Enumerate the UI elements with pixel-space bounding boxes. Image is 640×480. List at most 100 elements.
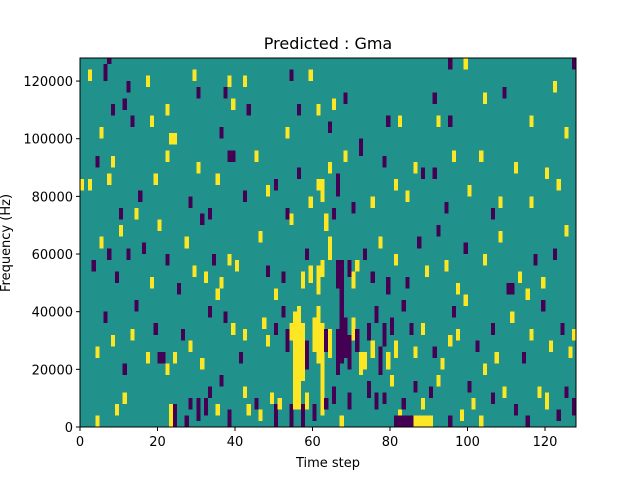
heatmap-cell-124	[541, 300, 546, 312]
heatmap-cell-214	[328, 161, 333, 174]
heatmap-cell-137	[134, 207, 139, 220]
heatmap-cell-61	[145, 352, 151, 364]
heatmap-cell-160	[320, 259, 325, 278]
heatmap-cell-272	[483, 92, 488, 105]
heatmap-cell-20	[289, 403, 294, 427]
heatmap-cell-163	[335, 259, 340, 289]
heatmap-cell-3	[169, 403, 174, 427]
heatmap-cell-236	[556, 179, 561, 191]
heatmap-cell-235	[545, 167, 550, 180]
heatmap-cell-266	[397, 115, 402, 128]
heatmap-cell-140	[157, 219, 162, 231]
heatmap-cell-193	[111, 156, 116, 168]
heatmap-cell-246	[149, 115, 154, 128]
heatmap-cell-107	[401, 300, 406, 312]
heatmap-cell-51	[545, 392, 550, 410]
heatmap-cell-224	[413, 161, 418, 174]
y-axis: 0 20000 40000 60000 80000 100000 120000	[23, 75, 80, 436]
heatmap-cell-153	[273, 288, 278, 301]
heatmap-cell-81	[297, 305, 302, 399]
heatmap-cell-52	[556, 409, 561, 422]
heatmap-cell-88	[320, 323, 325, 393]
heatmap-cell-175	[424, 265, 430, 278]
heatmap-cell-121	[510, 311, 515, 324]
heatmap-cell-134	[114, 271, 120, 283]
heatmap-cell-109	[413, 346, 418, 358]
heatmap-cell-115	[455, 328, 461, 341]
heatmap-cell-22	[297, 398, 302, 410]
heatmap-cell-118	[483, 363, 488, 376]
heatmap-cell-73	[231, 323, 236, 335]
heatmap-cell-53	[564, 386, 569, 399]
heatmap-cell-202	[207, 207, 213, 220]
heatmap-cell-203	[215, 173, 220, 185]
heatmap-cell-72	[223, 311, 228, 324]
heatmap-cell-105	[390, 317, 395, 335]
heatmap-cell-161	[324, 213, 329, 231]
heatmap-cell-277	[572, 58, 577, 70]
heatmap-cell-234	[529, 196, 534, 208]
heatmap-cell-130	[393, 415, 414, 427]
heatmap-cell-210	[297, 167, 302, 180]
heatmap-cell-157	[304, 248, 309, 260]
heatmap-cell-60	[134, 300, 139, 312]
heatmap-cell-79	[281, 305, 286, 318]
heatmap-cell-185	[533, 254, 538, 266]
heatmap-cell-216	[335, 173, 340, 197]
heatmap-cell-136	[126, 248, 131, 260]
heatmap-cell-76	[262, 317, 267, 329]
heatmap-cell-275	[552, 81, 557, 93]
heatmap-cell-187	[552, 248, 557, 260]
heatmap-cell-270	[448, 58, 453, 70]
heatmap-cell-104	[386, 352, 391, 370]
heatmap-cell-87	[316, 305, 321, 364]
heatmap-cell-262	[331, 98, 337, 110]
heatmap-cell-21	[293, 392, 298, 410]
heatmap-cell-91	[335, 328, 340, 376]
heatmap-cell-268	[436, 115, 441, 128]
heatmap-cell-184	[525, 288, 530, 301]
heatmap-cell-240	[103, 63, 108, 82]
heatmap-cell-176	[436, 225, 441, 237]
heatmap-cell-54	[572, 398, 577, 416]
heatmap-cell-135	[118, 225, 123, 237]
heatmap-cell-239	[107, 58, 112, 64]
heatmap-cell-80	[293, 311, 298, 393]
x-tick-label-2: 40	[227, 435, 244, 450]
heatmap-cell-241	[111, 104, 116, 116]
heatmap-cell-0	[95, 415, 100, 427]
heatmap-cell-138	[142, 242, 147, 255]
heatmap-cell-244	[130, 115, 135, 128]
heatmap-cell-220	[370, 196, 375, 208]
heatmap-cell-15	[254, 398, 259, 410]
heatmap-cell-6	[188, 398, 193, 410]
heatmap-cell-165	[347, 259, 352, 278]
heatmap-cell-215	[331, 207, 337, 220]
heatmap-cell-177	[444, 259, 449, 272]
heatmap-cell-228	[452, 150, 457, 162]
heatmap-cell-19	[277, 398, 282, 410]
heatmap-cell-18	[273, 403, 278, 427]
heatmap-cell-142	[176, 282, 182, 295]
heatmap-cell-13	[242, 386, 247, 399]
x-tick-label-0: 0	[76, 435, 84, 450]
x-axis: 0 20 40 60 80 100 120	[76, 427, 557, 450]
heatmap-cell-243	[126, 81, 131, 93]
heatmap-cell-242	[122, 98, 127, 110]
heatmap-cell-258	[297, 104, 302, 116]
heatmap-cell-108	[409, 323, 414, 335]
heatmap-cell-2	[122, 392, 127, 404]
heatmap-cell-200	[188, 196, 193, 208]
heatmap-cell-207	[266, 184, 271, 197]
heatmap-cell-31	[366, 380, 371, 399]
heatmap-cell-10	[215, 403, 220, 416]
heatmap-cell-173	[405, 277, 410, 289]
y-tick-label-0: 0	[65, 421, 73, 436]
heatmap-cell-98	[362, 352, 368, 370]
heatmap-cell-180	[483, 254, 488, 266]
y-tick-label-3: 60000	[32, 248, 73, 263]
heatmap-cell-195	[138, 190, 143, 203]
heatmap-cell-11	[219, 375, 224, 387]
heatmap-cell-37	[413, 380, 418, 393]
